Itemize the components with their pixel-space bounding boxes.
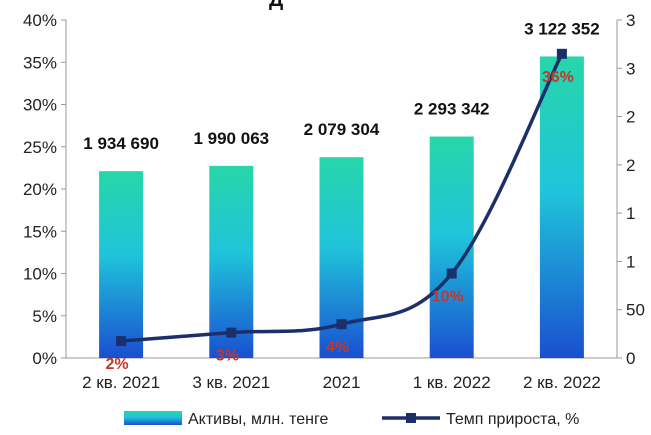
axes: 0% 5% 10% 15% 20% 25% 30% 35% 40% 0 50 1 1 2 2 3 3 [23,11,645,368]
category-label: 1 кв. 2022 [413,373,491,392]
pct-labels-layer: 2% 3% 4% 10% 36% [106,69,574,373]
bar-value-label: 1 990 063 [193,129,269,148]
left-tick-label: 0% [32,349,57,368]
bar-value-label: 2 079 304 [304,120,380,139]
percent-label: 36% [542,69,574,86]
left-tick-label: 5% [32,307,57,326]
line-marker [116,336,127,347]
percent-label: 4% [326,339,349,356]
bar [209,165,254,358]
category-label: 2021 [323,373,361,392]
percent-label: 10% [432,289,464,306]
left-tick-label: 10% [23,265,57,284]
category-label: 2 кв. 2022 [523,373,601,392]
right-tick-label: 3 [626,59,635,78]
right-tick-label: 50 [626,301,645,320]
left-tick-label: 40% [23,11,57,30]
line-layer [116,48,567,347]
bar-value-label: 1 934 690 [83,134,159,153]
left-tick-label: 15% [23,222,57,241]
category-labels-layer: 2 кв. 2021 3 кв. 2021 2021 1 кв. 2022 2 кв. … [82,373,601,392]
right-tick-label: 3 [626,11,635,30]
legend-line-marker [406,413,416,423]
right-tick-label: 1 [626,204,635,223]
percent-label: 2% [106,356,129,373]
line-marker [556,48,567,59]
left-tick-label: 30% [23,96,57,115]
left-tick-label: 35% [23,53,57,72]
bar-value-label: 2 293 342 [414,100,490,119]
bar [429,136,474,358]
legend-bar-label: Активы, млн. тенге [188,411,328,428]
category-label: 2 кв. 2021 [82,373,160,392]
right-tick-label: 2 [626,108,635,127]
right-tick-label: 1 [626,252,635,271]
left-tick-label: 25% [23,138,57,157]
series-line [120,53,564,343]
legend-line-label: Темп прироста, % [446,411,579,428]
left-tick-label: 20% [23,180,57,199]
line-marker [226,327,237,338]
legend-bar-swatch [124,411,182,425]
chart-title-fragment: Д [269,0,283,11]
right-tick-label: 0 [626,349,635,368]
bar-labels-layer: 1 934 690 1 990 063 2 079 304 2 293 342 3 12… [83,19,599,153]
legend: Активы, млн. тенге Темп прироста, % [124,411,579,428]
percent-label: 3% [216,348,239,365]
category-label: 3 кв. 2021 [192,373,270,392]
bars-layer [99,56,584,359]
bar [539,56,584,359]
bar-value-label: 3 122 352 [524,19,600,38]
right-tick-label: 2 [626,156,635,175]
bar [99,171,144,358]
line-marker [446,268,457,279]
line-marker [336,319,347,330]
